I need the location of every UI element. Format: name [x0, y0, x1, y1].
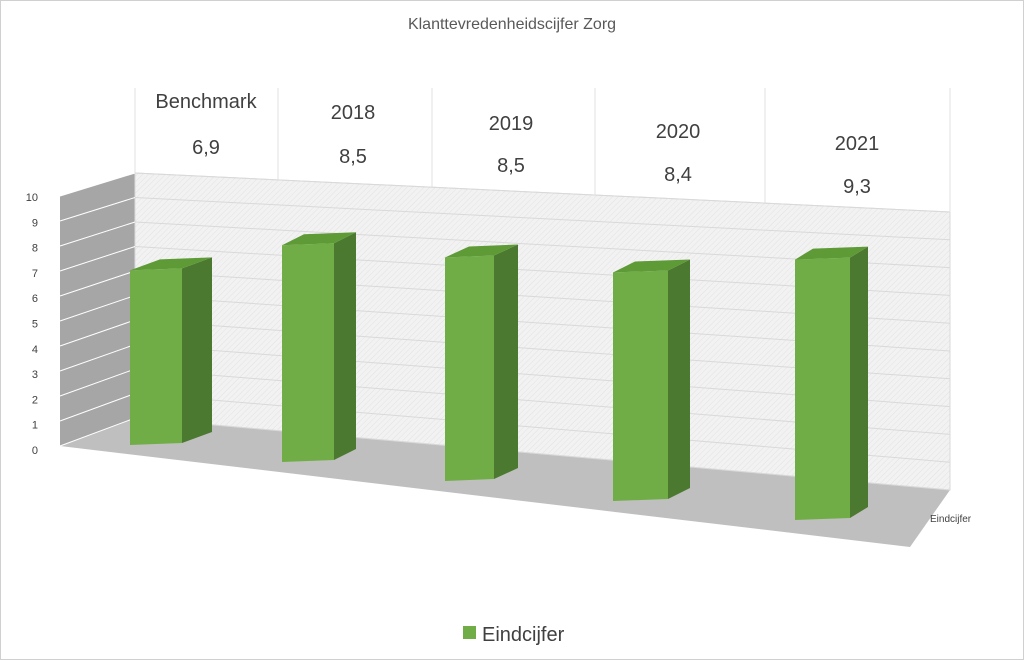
bars — [130, 232, 868, 520]
bar-side — [334, 232, 356, 460]
side-gridline — [59, 246, 136, 272]
bar-top — [613, 259, 690, 273]
bar-front — [795, 257, 850, 520]
value-label: 8,4 — [664, 164, 692, 186]
value-label: 9,3 — [843, 176, 871, 198]
back-gridline — [134, 197, 951, 241]
side-gridline — [59, 417, 136, 447]
category-label: Benchmark — [155, 91, 257, 113]
y-tick-label: 1 — [32, 420, 38, 432]
bar-top — [130, 257, 212, 271]
bar-front — [613, 270, 668, 501]
category-label: 2020 — [656, 121, 701, 143]
side-gridline — [59, 197, 136, 222]
bar — [445, 244, 518, 481]
series-axis-label: Eindcijfer — [930, 514, 972, 525]
back-gridline — [134, 172, 951, 213]
category-label: 2019 — [489, 113, 534, 135]
bar — [795, 246, 868, 520]
bar-front — [130, 268, 182, 445]
category-dividers — [134, 88, 951, 212]
y-tick-label: 3 — [32, 369, 38, 381]
bar-side — [668, 259, 690, 499]
legend: Eindcijfer — [463, 624, 565, 646]
side-gridline — [59, 368, 136, 397]
category-labels: Benchmark 6,9 2018 8,5 2019 8,5 2020 8,4 2021 9,3 — [155, 91, 879, 198]
y-tick-label: 0 — [32, 445, 38, 457]
side-gridline — [59, 270, 136, 297]
bar-top — [282, 232, 356, 246]
side-gridline — [59, 221, 136, 247]
side-gridline — [59, 344, 136, 372]
bar-front — [445, 255, 494, 481]
side-wall — [60, 173, 135, 446]
side-gridline — [59, 393, 136, 422]
category-label: 2018 — [331, 102, 376, 124]
side-gridline — [59, 172, 136, 197]
y-tick-label: 6 — [32, 293, 38, 305]
category-label: 2021 — [835, 133, 880, 155]
value-label: 6,9 — [192, 137, 220, 159]
value-label: 8,5 — [497, 155, 525, 177]
chart-title: Klanttevredenheidscijfer Zorg — [408, 16, 616, 33]
y-tick-label: 10 — [26, 192, 38, 204]
bar — [613, 259, 690, 501]
y-tick-label: 4 — [32, 344, 38, 356]
side-gridline — [59, 295, 136, 322]
bar-top — [445, 244, 518, 258]
side-gridline — [59, 319, 136, 347]
legend-label: Eindcijfer — [482, 624, 565, 646]
bar — [130, 257, 212, 445]
value-label: 8,5 — [339, 146, 367, 168]
y-tick-label: 7 — [32, 268, 38, 280]
legend-swatch — [463, 626, 476, 639]
bar-front — [282, 243, 334, 462]
y-tick-label: 8 — [32, 243, 38, 255]
y-tick-label: 5 — [32, 319, 38, 331]
bar-side — [850, 246, 868, 518]
y-tick-label: 2 — [32, 394, 38, 406]
y-axis-ticks: 0 1 2 3 4 5 6 7 8 9 10 — [26, 192, 38, 457]
bar-side — [182, 257, 212, 443]
bar-top — [795, 246, 868, 260]
bar-side — [494, 244, 518, 479]
y-tick-label: 9 — [32, 217, 38, 229]
bar — [282, 232, 356, 462]
